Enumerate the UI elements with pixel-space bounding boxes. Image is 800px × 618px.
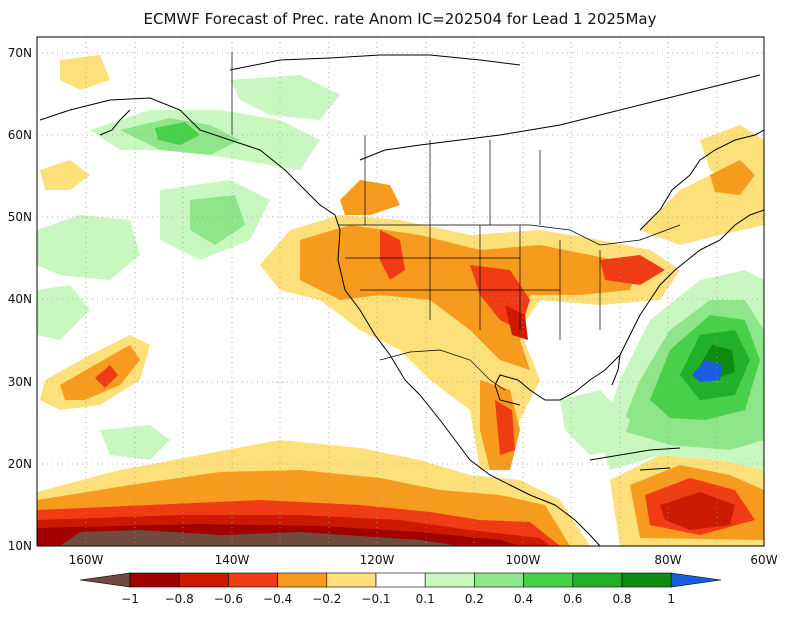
- lat-label: 40N: [8, 292, 32, 306]
- colorbar-label: 0.4: [514, 592, 533, 606]
- map-title: ECMWF Forecast of Prec. rate Anom IC=202…: [143, 10, 657, 28]
- colorbar-label: −0.4: [263, 592, 292, 606]
- colorbar-label: 0.2: [465, 592, 484, 606]
- colorbar-label: 1: [667, 592, 675, 606]
- colorbar-segment: [621, 572, 672, 588]
- colorbar-label: −0.6: [214, 592, 243, 606]
- colorbar-label: −0.2: [312, 592, 341, 606]
- longitude-labels: 160W 140W 120W 100W 80W 60W: [69, 553, 778, 567]
- colorbar-segment: [326, 572, 377, 588]
- colorbar-label: 0.8: [612, 592, 631, 606]
- lat-label: 70N: [8, 46, 32, 60]
- lon-label: 140W: [215, 553, 250, 567]
- lat-label: 10N: [8, 539, 32, 553]
- colorbar-label: −0.1: [361, 592, 390, 606]
- colorbar: −1 −0.8 −0.6 −0.4 −0.2 −0.1 0.1 0.2 0.4 0.6 0.8 1: [79, 572, 722, 606]
- colorbar-label: −1: [121, 592, 139, 606]
- lon-label: 160W: [69, 553, 104, 567]
- anomaly-field: [37, 37, 764, 546]
- colorbar-label: −0.8: [165, 592, 194, 606]
- lon-label: 60W: [750, 553, 777, 567]
- lon-label: 80W: [654, 553, 681, 567]
- latitude-labels: 70N 60N 50N 40N 30N 20N 10N: [8, 46, 32, 553]
- colorbar-segment: [178, 572, 229, 588]
- map-frame: [36, 36, 765, 547]
- colorbar-segment: [277, 572, 328, 588]
- colorbar-segment: [670, 572, 722, 588]
- colorbar-segment: [79, 572, 131, 588]
- colorbar-segment: [474, 572, 524, 588]
- colorbar-segment: [424, 572, 475, 588]
- colorbar-segment: [375, 572, 426, 588]
- colorbar-label: 0.1: [416, 592, 435, 606]
- colorbar-segment: [523, 572, 574, 588]
- coastlines: [39, 54, 764, 546]
- lat-label: 60N: [8, 128, 32, 142]
- colorbar-segment: [572, 572, 623, 588]
- colorbar-segment: [129, 572, 180, 588]
- lat-label: 50N: [8, 210, 32, 224]
- colorbar-segment: [228, 572, 278, 588]
- lon-label: 120W: [360, 553, 395, 567]
- colorbar-label: 0.6: [563, 592, 582, 606]
- lat-label: 30N: [8, 375, 32, 389]
- lat-label: 20N: [8, 457, 32, 471]
- lon-label: 100W: [506, 553, 541, 567]
